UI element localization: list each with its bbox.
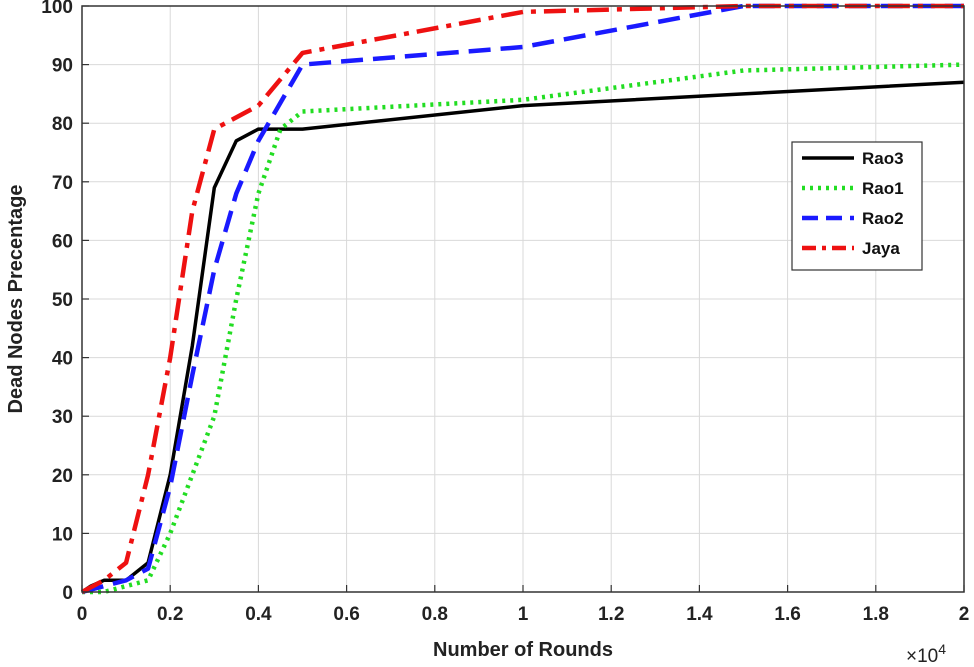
x-tick-label: 0 bbox=[77, 604, 88, 625]
x-tick-label: 0.8 bbox=[422, 604, 448, 625]
y-tick-label: 90 bbox=[52, 56, 73, 77]
x-axis-title: Number of Rounds bbox=[433, 639, 613, 661]
y-tick-label: 50 bbox=[52, 290, 73, 311]
x-tick-label: 1.2 bbox=[598, 604, 624, 625]
x-axis-ticks: 0 0.2 0.4 0.6 0.8 1 1.2 1.4 1.6 1.8 2 bbox=[77, 585, 970, 625]
y-tick-label: 30 bbox=[52, 407, 73, 428]
y-tick-label: 80 bbox=[52, 114, 73, 135]
x-tick-label: 1.8 bbox=[863, 604, 889, 625]
x-tick-label: 0.6 bbox=[333, 604, 359, 625]
y-tick-label: 0 bbox=[62, 583, 73, 604]
grid bbox=[81, 5, 965, 593]
x-tick-label: 0.2 bbox=[157, 604, 183, 625]
legend-label-rao3: Rao3 bbox=[862, 149, 904, 168]
series-line-rao3 bbox=[81, 80, 965, 594]
y-tick-label: 20 bbox=[52, 466, 73, 487]
y-tick-label: 40 bbox=[52, 349, 73, 370]
y-tick-label: 10 bbox=[52, 524, 73, 545]
series-line-jaya bbox=[80, 3, 964, 594]
x-tick-label: 0.4 bbox=[245, 604, 272, 625]
series-line-rao1 bbox=[82, 62, 965, 595]
y-tick-label: 70 bbox=[52, 173, 73, 194]
y-tick-label: 100 bbox=[41, 0, 73, 18]
series-lines bbox=[80, 3, 965, 595]
x-tick-label: 1 bbox=[518, 604, 529, 625]
legend-label-rao2: Rao2 bbox=[862, 209, 904, 228]
x-tick-label: 1.6 bbox=[774, 604, 800, 625]
x-axis-exponent: ×104 bbox=[906, 641, 946, 667]
x-tick-label: 1.4 bbox=[686, 604, 713, 625]
series-line-rao2 bbox=[81, 3, 964, 595]
legend-label-jaya: Jaya bbox=[862, 239, 900, 258]
x-tick-label: 2 bbox=[959, 604, 970, 625]
legend-label-rao1: Rao1 bbox=[862, 179, 904, 198]
x-exponent-power: 4 bbox=[938, 641, 946, 657]
y-axis-title: Dead Nodes Precentage bbox=[5, 185, 27, 414]
legend: Rao3 Rao1 Rao2 Jaya bbox=[791, 141, 923, 271]
y-axis-ticks: 0 10 20 30 40 50 60 70 80 90 100 bbox=[41, 0, 89, 604]
x-exponent-base: ×10 bbox=[906, 646, 938, 667]
y-tick-label: 60 bbox=[52, 231, 73, 252]
